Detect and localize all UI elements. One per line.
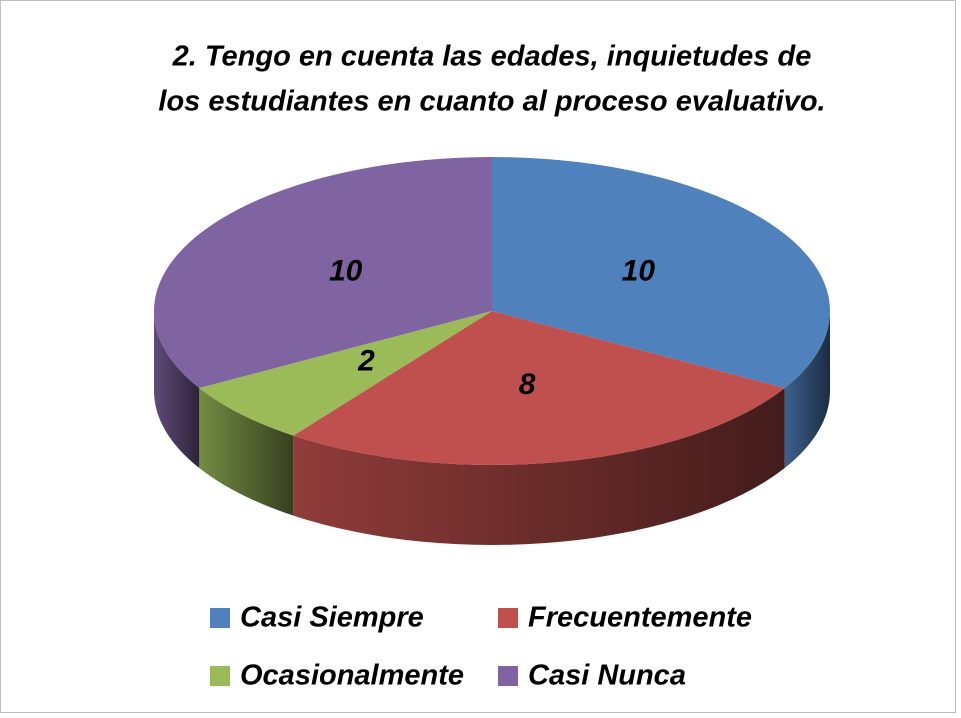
legend-label: Casi Nunca bbox=[528, 660, 686, 692]
pie-slice bbox=[293, 311, 785, 466]
legend-swatch bbox=[498, 666, 518, 686]
data-label: 10 bbox=[622, 254, 656, 287]
pie-slice bbox=[492, 157, 830, 388]
pie-slice bbox=[199, 311, 492, 436]
legend-label: Ocasionalmente bbox=[240, 660, 464, 692]
legend-swatch bbox=[210, 608, 230, 628]
pie-side bbox=[199, 388, 294, 516]
pie-slice bbox=[154, 157, 492, 388]
legend-swatch bbox=[210, 666, 230, 686]
data-label: 10 bbox=[329, 254, 363, 287]
pie-side bbox=[293, 388, 785, 545]
data-label: 8 bbox=[519, 368, 536, 401]
chart-title: 2. Tengo en cuenta las edades, inquietud… bbox=[172, 41, 812, 73]
legend-swatch bbox=[498, 608, 518, 628]
legend-label: Frecuentemente bbox=[528, 602, 752, 634]
pie-side bbox=[154, 311, 200, 468]
pie-side bbox=[784, 311, 830, 468]
legend-label: Casi Siempre bbox=[240, 602, 424, 634]
data-label: 2 bbox=[357, 344, 375, 377]
chart-title: los estudiantes en cuanto al proceso eva… bbox=[158, 86, 825, 118]
